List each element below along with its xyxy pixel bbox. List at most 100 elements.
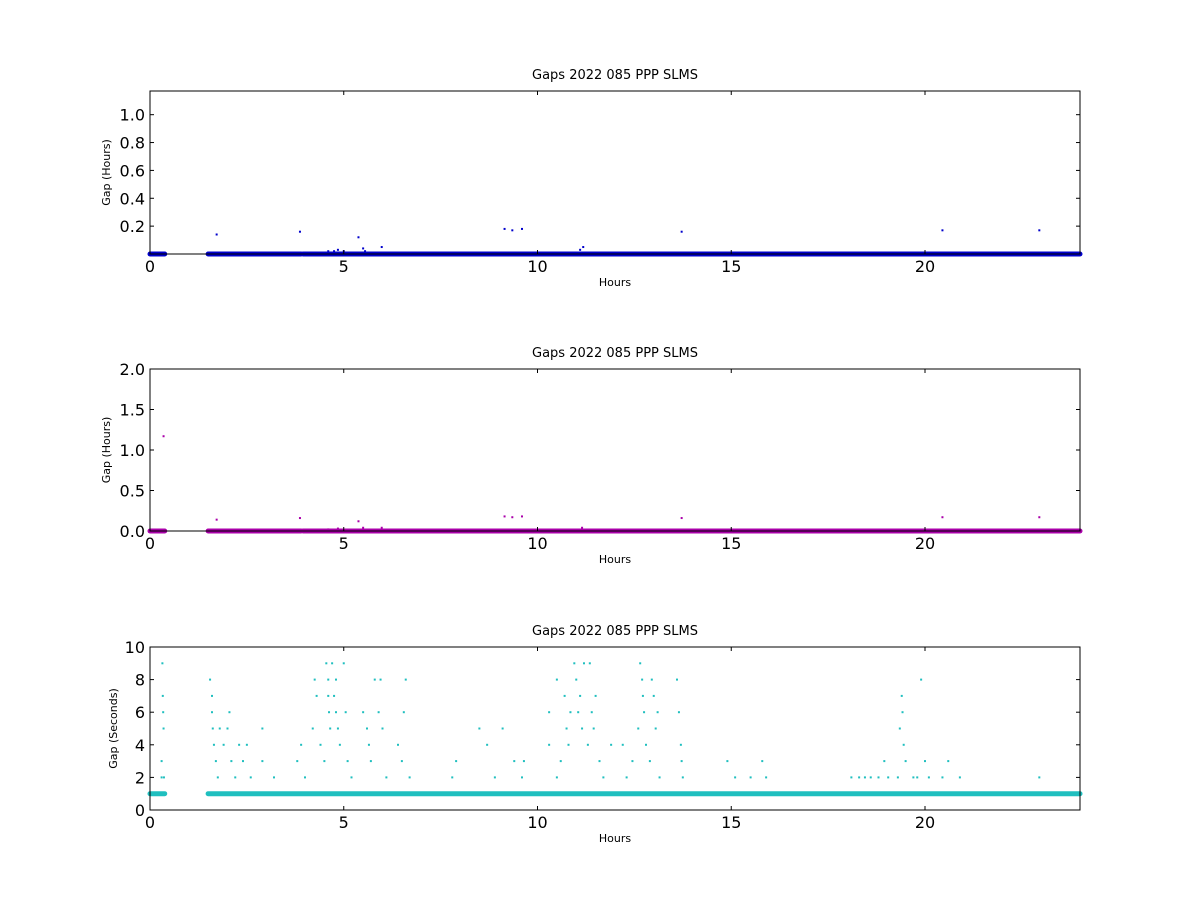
data-point [327, 250, 330, 253]
y-tick-label: 2.0 [120, 360, 145, 379]
data-point [1038, 229, 1041, 232]
data-point [327, 528, 330, 531]
data-point [548, 743, 551, 746]
data-point [162, 776, 165, 779]
y-tick-label: 10 [125, 638, 145, 657]
data-point [397, 743, 399, 746]
x-axis-label: Hours [599, 553, 631, 566]
y-tick-label: 4 [135, 736, 145, 755]
data-point [344, 711, 347, 714]
data-point [162, 711, 165, 714]
data-point [734, 776, 737, 779]
data-point [503, 515, 506, 518]
data-point [346, 760, 349, 763]
chart-title: Gaps 2022 085 PPP SLMS [532, 68, 698, 83]
data-point [211, 711, 213, 714]
data-point [161, 662, 164, 665]
data-point [648, 760, 651, 763]
data-point [586, 743, 589, 746]
data-point [513, 760, 516, 763]
data-point [329, 727, 332, 730]
data-point [749, 776, 752, 779]
chart-title: Gaps 2022 085 PPP SLMS [532, 346, 698, 361]
data-point [222, 743, 225, 746]
data-point [577, 711, 580, 714]
data-point [336, 727, 339, 730]
y-tick-label: 0.2 [120, 217, 145, 236]
data-point [249, 776, 252, 779]
chart-panel-2: 0 5 10 15 20 0.0 0.5 1.0 1.5 2.0 Gaps 2022 085 PPP… [100, 346, 1083, 566]
data-point [641, 678, 644, 681]
data-point [645, 743, 647, 746]
data-point [941, 776, 944, 779]
data-point [681, 776, 684, 779]
plot-frame [149, 368, 1081, 532]
data-point [583, 662, 585, 665]
data-point [677, 711, 680, 714]
x-tick-label: 5 [339, 534, 349, 553]
data-point [869, 776, 872, 779]
data-point [548, 711, 551, 714]
data-point [319, 743, 322, 746]
data-point [1038, 776, 1041, 779]
data-point [400, 760, 403, 763]
data-point [228, 711, 231, 714]
data-point [380, 526, 383, 529]
y-tick-label: 0.4 [120, 189, 145, 208]
data-point [573, 662, 576, 665]
x-tick-label: 0 [145, 813, 155, 832]
data-point [902, 743, 905, 746]
data-point [901, 711, 904, 714]
x-tick-label: 20 [915, 534, 935, 553]
data-point [511, 516, 514, 519]
data-point [850, 776, 853, 779]
data-point [478, 727, 481, 730]
data-point [521, 776, 523, 779]
y-tick-label: 6 [135, 703, 145, 722]
data-point [575, 678, 578, 681]
data-point [582, 246, 585, 249]
x-tick-label: 5 [339, 813, 349, 832]
data-point [335, 711, 337, 714]
data-point [958, 776, 961, 779]
x-tick-label: 15 [721, 257, 741, 276]
data-point [338, 743, 341, 746]
data-point [298, 517, 301, 520]
data-point [1038, 516, 1041, 519]
data-point [579, 248, 582, 251]
data-point [335, 678, 337, 681]
y-tick-label: 8 [135, 671, 145, 690]
data-point [924, 760, 926, 763]
data-point [162, 435, 165, 438]
data-point [377, 711, 380, 714]
data-point [362, 247, 365, 250]
data-point [486, 743, 489, 746]
data-point [313, 678, 316, 681]
data-point [379, 678, 382, 681]
plot-frame [149, 646, 1081, 811]
y-tick-label: 0.0 [120, 522, 145, 541]
data-point [654, 727, 657, 730]
x-axis-label: Hours [599, 276, 631, 289]
data-point [588, 662, 591, 665]
data-point [362, 711, 365, 714]
data-point [631, 760, 634, 763]
data-point [563, 694, 566, 697]
data-point [501, 727, 504, 730]
plot-frame [149, 90, 1081, 255]
data-point [366, 727, 368, 730]
data-point [639, 662, 642, 665]
data-point [680, 517, 683, 520]
data-point [367, 743, 370, 746]
data-point [336, 248, 339, 251]
data-point [311, 727, 314, 730]
chart-panel-3: 0 5 10 15 20 0 2 4 6 8 10 Gaps 2022 085 PPP SLMS Hou… [107, 624, 1083, 845]
data-point [273, 776, 275, 779]
data-point [325, 662, 328, 665]
data-point [214, 760, 217, 763]
data-point [226, 727, 229, 730]
data-point [598, 760, 601, 763]
data-point [912, 776, 915, 779]
data-point [503, 227, 506, 230]
data-point [887, 776, 890, 779]
